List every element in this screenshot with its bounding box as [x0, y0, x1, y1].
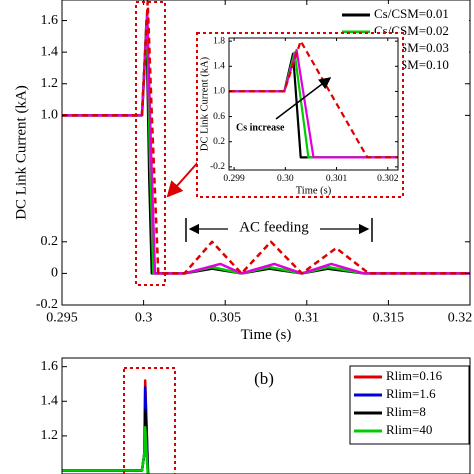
y-tick-label: 1.2: [41, 76, 59, 91]
x-tick-label: 0.315: [373, 311, 405, 326]
chart: 1.2 1.4 1.6 Rlim=0.16 Rlim=1.6 Rlim=8 Rlim=40: [41, 357, 471, 474]
legend-label: Rlim=1.6: [386, 386, 436, 401]
pointer-arrow: [166, 159, 201, 198]
y-axis-label: DC Link Current (kA): [199, 56, 210, 151]
x-tick-label: 0.32: [448, 311, 473, 326]
y-tick-label: 1.2: [41, 428, 59, 443]
y-tick-label: -0.2: [210, 162, 225, 172]
annotation-arrow: [275, 77, 332, 120]
x-tick-label: 0.299: [223, 174, 245, 184]
y-tick-label: 0.2: [41, 234, 59, 249]
x-tick-label: 0.301: [326, 174, 348, 184]
plot-frame: [228, 37, 399, 171]
y-tick-label: 1.8: [213, 36, 225, 46]
legend-label: Rlim=40: [386, 422, 432, 437]
plot-frame: [61, 357, 471, 474]
legend-label: Cs/CSM=0.01: [374, 6, 449, 21]
y-tick-label: 0: [51, 266, 58, 281]
plot-area: [229, 40, 398, 159]
y-tick-label: 1.6: [41, 359, 59, 374]
legend-label: Rlim=0.16: [386, 368, 443, 383]
series-line: [62, 426, 149, 474]
y-tick-label: -0.2: [36, 297, 58, 312]
plots: -0.2 0 0.2 1.0 1.2 1.4 1.6 0.295 0.3 0.305 0.31 0.3…: [13, 0, 472, 474]
y-axis-label: DC Link Current (kA): [13, 85, 29, 220]
annotation: Cs increase: [236, 122, 285, 133]
series-line: [62, 0, 470, 275]
highlight-box: [135, 1, 166, 286]
x-axis-label: Time (s): [241, 327, 292, 343]
x-axis-label: Time (s): [296, 185, 332, 196]
caption: (b): [254, 369, 274, 388]
y-tick-label: 1.4: [41, 44, 59, 59]
y-tick-label: 1.4: [41, 394, 59, 409]
inset-background: [229, 38, 398, 170]
y-tick-label: 1.0: [41, 108, 59, 123]
y-tick-label: 0.2: [213, 137, 225, 147]
chart: -0.2 0.2 0.6 1.0 1.4 1.8 0.299 0.30 0.301 0.302 Ti…: [199, 36, 398, 196]
series-line: [229, 40, 398, 159]
plot-area: [62, 0, 470, 275]
y-tick-label: 0.6: [213, 112, 225, 122]
x-tick-label: 0.295: [46, 311, 78, 326]
y-tick-label: 1.4: [213, 61, 225, 71]
y-tick-label: 1.6: [41, 13, 59, 28]
x-tick-label: 0.31: [295, 311, 320, 326]
x-tick-label: 0.3: [135, 311, 153, 326]
highlight-box: [123, 367, 176, 474]
plot-frame: [61, 0, 471, 306]
x-tick-label: 0.302: [377, 174, 399, 184]
series-line: [229, 48, 398, 159]
x-tick-label: 0.305: [209, 311, 241, 326]
y-tick-label: 1.0: [213, 87, 225, 97]
x-tick-label: 0.30: [277, 174, 294, 184]
annotation: AC feeding: [239, 219, 309, 235]
legend-label: Rlim=8: [386, 404, 426, 419]
plot-area: [62, 379, 150, 474]
